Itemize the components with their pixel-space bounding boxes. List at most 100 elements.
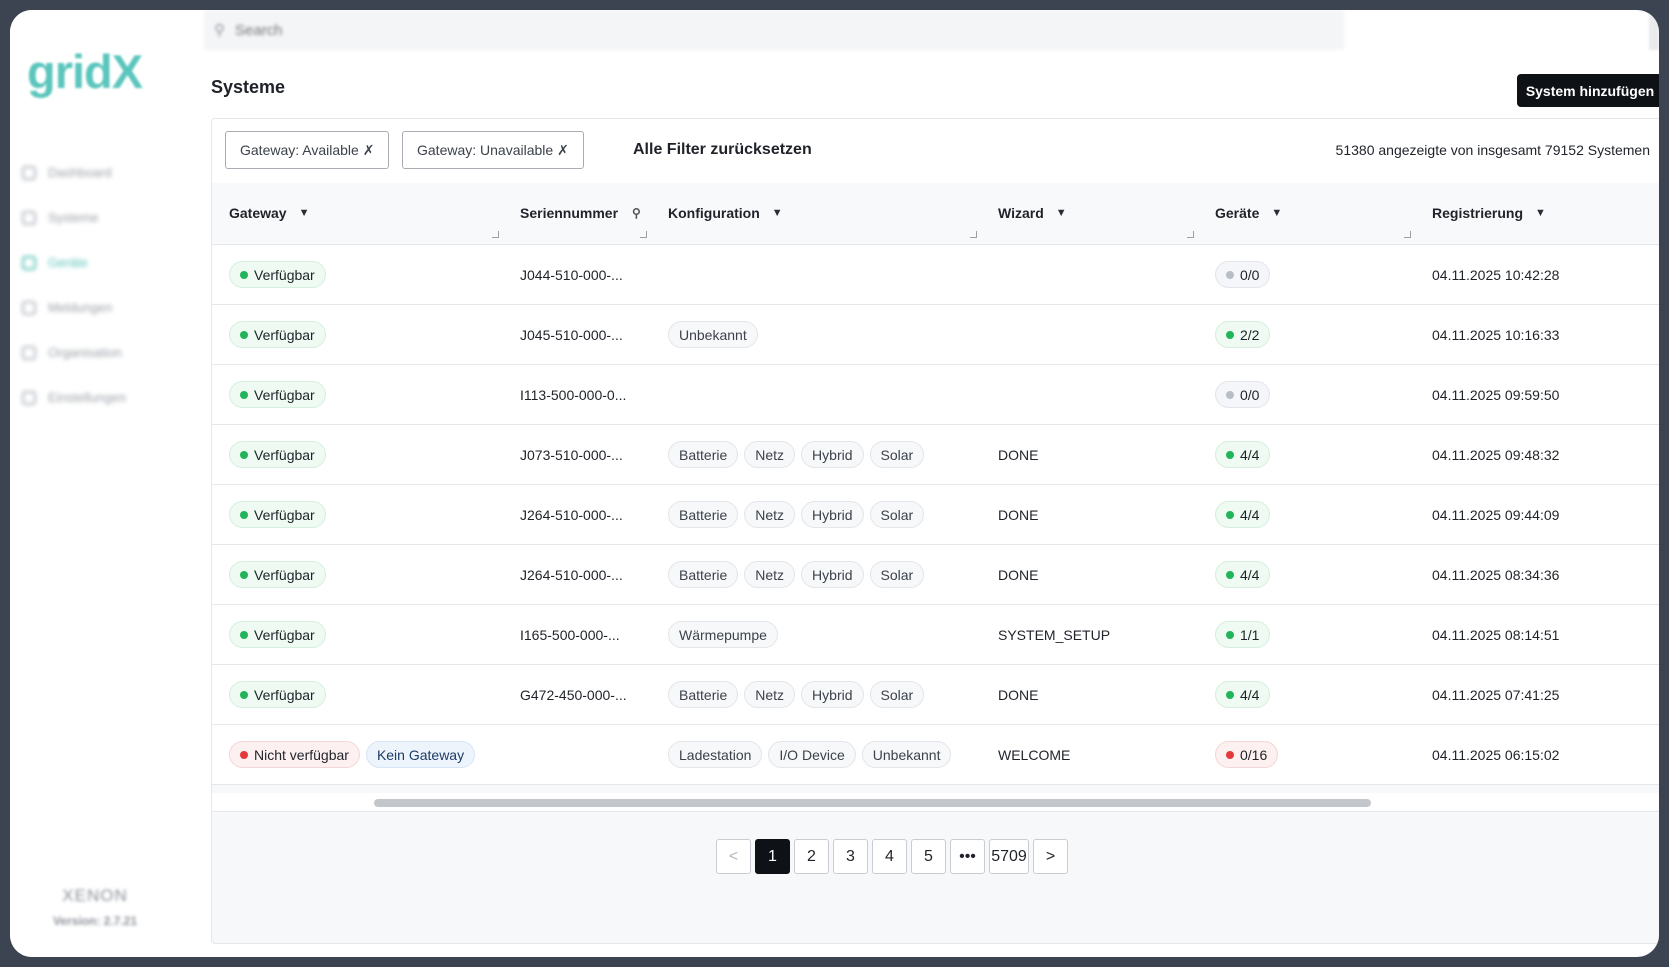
page-button-5709[interactable]: 5709 — [989, 839, 1029, 874]
filter-icon[interactable]: ▼ — [298, 207, 310, 219]
column-resize-handle[interactable] — [640, 231, 647, 238]
page-title: Systeme — [211, 77, 286, 97]
column-resize-handle[interactable] — [1404, 231, 1411, 238]
cell-configuration: Wärmepumpe — [668, 605, 784, 664]
status-dot — [1226, 390, 1234, 399]
status-dot — [240, 330, 248, 339]
filter-chip-gateway-unavailable[interactable]: Gateway: Unavailable ✗ — [402, 131, 584, 169]
config-tag: Batterie — [668, 441, 739, 468]
cell-gateway: Verfügbar — [229, 245, 332, 304]
config-tag: Netz — [744, 441, 796, 468]
search-icon: ⚲ — [214, 22, 225, 39]
page-button-1[interactable]: 1 — [755, 839, 790, 874]
status-dot — [240, 690, 248, 699]
more-pages-button[interactable]: ••• — [950, 839, 985, 874]
page-button-5[interactable]: 5 — [911, 839, 946, 874]
sidebar-item-dashboard[interactable]: Dashboard — [22, 150, 126, 195]
column-label: Konfiguration — [668, 205, 760, 221]
cell-devices: 0/0 — [1215, 365, 1271, 424]
column-header-gateway[interactable]: Gateway ▼ — [229, 205, 309, 221]
table-row[interactable]: Verfügbar J264-510-000-... Batterie Netz Hyb… — [212, 485, 1659, 545]
config-tag: Wärmepumpe — [668, 621, 778, 648]
cell-registration: 04.11.2025 10:42:28 — [1432, 266, 1560, 283]
cell-registration: 04.11.2025 09:59:50 — [1432, 386, 1560, 403]
devices-count: 4/4 — [1240, 566, 1260, 583]
config-tag: Netz — [744, 501, 796, 528]
cell-serial: I165-500-000-... — [520, 626, 620, 643]
table-row[interactable]: Verfügbar I165-500-000-... Wärmepumpe SYSTE… — [212, 605, 1659, 665]
table-row[interactable]: Verfügbar J045-510-000-... Unbekannt 2/2 04.… — [212, 305, 1659, 365]
column-header-configuration[interactable]: Konfiguration ▼ — [668, 205, 783, 221]
column-header-registration[interactable]: Registrierung ▼ — [1432, 205, 1546, 221]
column-label: Seriennummer — [520, 205, 619, 221]
cell-registration: 04.11.2025 09:44:09 — [1432, 506, 1560, 523]
status-dot — [1226, 330, 1234, 339]
table-row[interactable]: Verfügbar J264-510-000-... Batterie Netz Hyb… — [212, 545, 1659, 605]
cell-gateway: Verfügbar — [229, 365, 332, 424]
cell-devices: 4/4 — [1215, 485, 1271, 544]
cell-registration: 04.11.2025 07:41:25 — [1432, 686, 1560, 703]
search-bar[interactable]: ⚲ — [204, 10, 1344, 50]
devices-badge: 4/4 — [1215, 561, 1271, 588]
sidebar-item-label: Dashboard — [48, 165, 112, 180]
page-button-2[interactable]: 2 — [794, 839, 829, 874]
gateway-status-badge: Verfügbar — [229, 441, 326, 468]
search-icon[interactable]: ⚲ — [632, 206, 641, 220]
config-tag: Hybrid — [801, 501, 864, 528]
result-count: 51380 angezeigte von insgesamt 79152 Sys… — [1335, 142, 1650, 158]
sidebar-item-einstellungen[interactable]: Einstellungen — [22, 375, 126, 420]
config-tag: Netz — [744, 681, 796, 708]
sidebar-item-geräte[interactable]: Geräte — [22, 240, 126, 285]
cell-devices: 0/16 — [1215, 725, 1279, 784]
badge-label: Verfügbar — [254, 266, 315, 283]
filter-icon[interactable]: ▼ — [771, 207, 783, 219]
config-tag: Solar — [869, 561, 925, 588]
filter-icon[interactable]: ▼ — [1055, 207, 1067, 219]
cell-registration: 04.11.2025 08:14:51 — [1432, 626, 1560, 643]
sidebar-nav: Dashboard Systeme Geräte Meldungen Organisat… — [22, 150, 126, 420]
filter-icon[interactable]: ▼ — [1271, 207, 1283, 219]
next-page-button[interactable]: > — [1033, 839, 1068, 874]
column-header-devices[interactable]: Geräte ▼ — [1215, 205, 1282, 221]
badge-label: Verfügbar — [254, 446, 315, 463]
filter-chip-gateway-available[interactable]: Gateway: Available ✗ — [225, 131, 390, 169]
table-row[interactable]: Verfügbar G472-450-000-... Batterie Netz Hyb… — [212, 665, 1659, 725]
status-dot — [1226, 510, 1234, 519]
column-resize-handle[interactable] — [970, 231, 977, 238]
cell-wizard: DONE — [998, 506, 1039, 523]
sidebar-item-label: Einstellungen — [48, 390, 127, 405]
config-tag: Solar — [869, 441, 925, 468]
horizontal-scrollbar[interactable] — [212, 793, 1659, 812]
sidebar-item-meldungen[interactable]: Meldungen — [22, 285, 126, 330]
config-tag: Hybrid — [801, 441, 864, 468]
column-resize-handle[interactable] — [492, 231, 499, 238]
column-header-wizard[interactable]: Wizard ▼ — [998, 205, 1067, 221]
sidebar: gridX Dashboard Systeme Geräte Meldungen Org… — [10, 10, 195, 957]
column-resize-handle[interactable] — [1187, 231, 1194, 238]
badge-label: Nicht verfügbar — [254, 746, 349, 763]
scrollbar-thumb[interactable] — [374, 799, 1371, 807]
filter-icon[interactable]: ▼ — [1535, 207, 1546, 219]
column-header-serial[interactable]: Seriennummer ⚲ — [520, 205, 641, 221]
gateway-status-badge: Verfügbar — [229, 681, 326, 708]
gridx-logo[interactable]: gridX — [27, 45, 143, 98]
devices-count: 1/1 — [1240, 626, 1260, 643]
devices-badge: 0/0 — [1215, 261, 1271, 288]
prev-page-button[interactable]: < — [716, 839, 751, 874]
table-row[interactable]: Nicht verfügbar Kein Gateway Ladestation I/… — [212, 725, 1659, 785]
page-button-3[interactable]: 3 — [833, 839, 868, 874]
page-button-4[interactable]: 4 — [872, 839, 907, 874]
status-dot — [240, 270, 248, 279]
table-row[interactable]: Verfügbar J044-510-000-... 0/0 04.11.2025 1… — [212, 245, 1659, 305]
sidebar-item-organisation[interactable]: Organisation — [22, 330, 126, 375]
cell-devices: 4/4 — [1215, 665, 1271, 724]
search-input[interactable] — [233, 20, 436, 40]
sidebar-item-systeme[interactable]: Systeme — [22, 195, 126, 240]
filter-bar: Gateway: Available ✗ Gateway: Unavailabl… — [212, 119, 1659, 184]
page-scrollbar[interactable] — [1649, 10, 1659, 50]
table-row[interactable]: Verfügbar I113-500-000-0... 0/0 04.11.2025 … — [212, 365, 1659, 425]
table-row[interactable]: Verfügbar J073-510-000-... Batterie Netz Hyb… — [212, 425, 1659, 485]
cell-serial: G472-450-000-... — [520, 686, 627, 703]
add-system-button[interactable]: System hinzufügen — [1517, 74, 1659, 107]
reset-filters-link[interactable]: Alle Filter zurücksetzen — [633, 141, 812, 158]
